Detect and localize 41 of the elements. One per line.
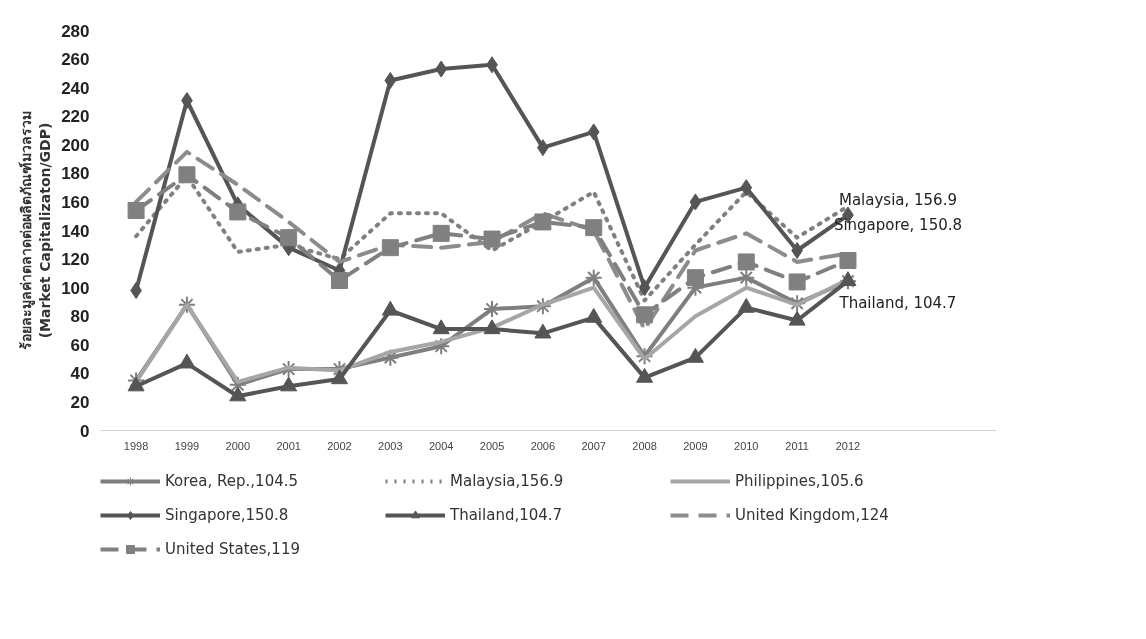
y-axis-title: ร้อยละมูลค่าตลาดต่อผลิตภัณฑ์มวลรวม (Market Capitalizaton/GDP) <box>17 111 54 350</box>
y-tick-label: 160 <box>61 192 90 212</box>
y-tick-label: 280 <box>61 21 90 41</box>
legend-label: United Kingdom,124 <box>735 506 890 524</box>
annotation: Singapore, 150.8 <box>833 216 963 235</box>
legend-label: Korea, Rep.,104.5 <box>165 472 300 490</box>
y-tick-label: 240 <box>61 78 90 98</box>
annotation: Thailand, 104.7 <box>838 293 957 312</box>
y-tick-label: 80 <box>70 307 90 327</box>
legend-label: Malaysia,156.9 <box>450 472 565 490</box>
x-tick-label: 2011 <box>785 439 809 452</box>
x-tick-label: 2010 <box>734 439 759 452</box>
x-tick-label: 2000 <box>225 439 251 452</box>
annotation: Malaysia, 156.9 <box>838 191 957 210</box>
x-tick-label: 2006 <box>530 439 556 452</box>
x-tick-label: 2002 <box>327 439 352 452</box>
y-tick-label: 140 <box>61 221 90 241</box>
x-tick-label: 1998 <box>123 439 149 452</box>
y-tick-label: 220 <box>61 107 90 127</box>
x-tick-label: 2005 <box>479 439 505 452</box>
y-tick-label: 40 <box>70 364 90 384</box>
x-tick-label: 2008 <box>632 439 657 452</box>
y-tick-label: 200 <box>61 135 90 155</box>
x-tick-label: 2007 <box>581 439 606 452</box>
legend-label: Singapore,150.8 <box>165 506 290 524</box>
y-tick-label: 260 <box>61 50 90 70</box>
y-tick-label: 60 <box>70 335 90 355</box>
legend-label: Thailand,104.7 <box>450 506 564 524</box>
legend-label: United States,119 <box>165 540 301 558</box>
y-tick-label: 120 <box>61 250 90 270</box>
x-tick-label: 1999 <box>174 439 200 452</box>
x-tick-label: 2001 <box>276 439 301 452</box>
x-tick-label: 2003 <box>378 439 403 452</box>
y-tick-label: 100 <box>61 278 90 298</box>
legend-label: Philippines,105.6 <box>735 472 865 490</box>
x-tick-label: 2009 <box>683 439 708 452</box>
y-tick-label: 0 <box>80 421 90 441</box>
x-tick-label: 2012 <box>835 439 861 452</box>
x-tick-label: 2004 <box>428 439 454 452</box>
y-tick-label: 180 <box>61 164 90 184</box>
y-tick-label: 20 <box>70 392 90 412</box>
